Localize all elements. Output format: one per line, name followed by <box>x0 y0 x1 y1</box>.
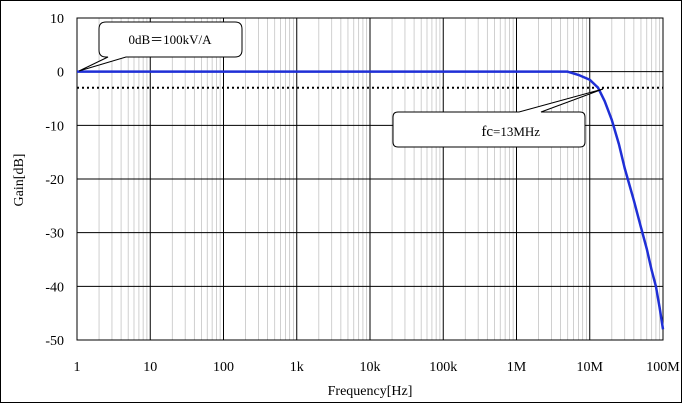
x-tick-label: 1M <box>507 360 527 375</box>
y-tick-label: -40 <box>45 280 64 295</box>
x-tick-label: 10M <box>577 360 604 375</box>
x-tick-label: 1k <box>290 360 304 375</box>
x-tick-label: 10k <box>360 360 381 375</box>
annotation-fc-callout: fc =13MHz <box>392 88 604 148</box>
annotation-fc-text: fc <box>481 124 493 140</box>
y-tick-label: 10 <box>50 12 64 27</box>
x-tick-label: 10 <box>143 360 157 375</box>
gain-series-line <box>77 70 665 330</box>
x-tick-label: 1 <box>74 360 81 375</box>
y-tick-label: 0 <box>57 66 64 81</box>
y-tick-labels: 10 0 -10 -20 -30 -40 -50 <box>45 12 64 349</box>
y-axis-label: Gain[dB] <box>12 154 27 207</box>
annotation-0db-callout: 0dB＝100kV/A <box>78 21 243 72</box>
y-tick-label: -20 <box>45 173 64 188</box>
annotation-0db-text: 0dB＝100kV/A <box>128 32 212 47</box>
annotation-fc-value: =13MHz <box>493 124 540 139</box>
plot-area-border <box>76 17 664 341</box>
x-tick-label: 100 <box>213 360 234 375</box>
x-tick-label: 100M <box>646 360 680 375</box>
y-tick-label: -50 <box>45 334 64 349</box>
x-tick-label: 100k <box>429 360 457 375</box>
annotation-0db-bubble <box>78 21 243 72</box>
series-layer <box>77 70 665 330</box>
x-axis-label: Frequency[Hz] <box>328 384 413 399</box>
y-tick-label: -10 <box>45 119 64 134</box>
annotation-fc-bubble <box>392 88 604 148</box>
x-tick-labels: 1 10 100 1k 10k 100k 1M 10M 100M <box>74 360 681 375</box>
y-tick-label: -30 <box>45 227 64 242</box>
